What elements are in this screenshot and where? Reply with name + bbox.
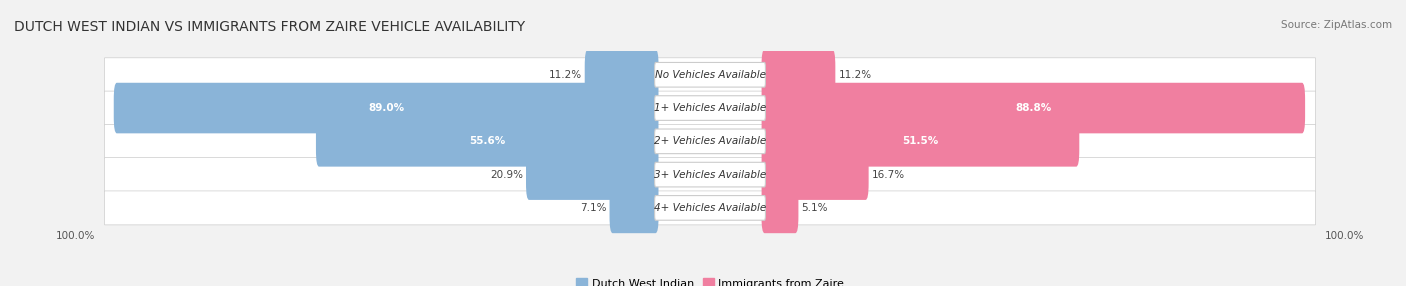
FancyBboxPatch shape	[762, 182, 799, 233]
Text: 89.0%: 89.0%	[368, 103, 404, 113]
FancyBboxPatch shape	[114, 83, 658, 133]
FancyBboxPatch shape	[104, 191, 1316, 225]
FancyBboxPatch shape	[655, 196, 765, 220]
FancyBboxPatch shape	[762, 49, 835, 100]
Text: 7.1%: 7.1%	[581, 203, 606, 213]
FancyBboxPatch shape	[316, 116, 658, 167]
FancyBboxPatch shape	[104, 158, 1316, 192]
Text: 100.0%: 100.0%	[56, 231, 96, 241]
FancyBboxPatch shape	[104, 124, 1316, 158]
FancyBboxPatch shape	[610, 182, 658, 233]
FancyBboxPatch shape	[655, 96, 765, 120]
Text: 2+ Vehicles Available: 2+ Vehicles Available	[654, 136, 766, 146]
FancyBboxPatch shape	[655, 62, 765, 87]
FancyBboxPatch shape	[526, 149, 658, 200]
FancyBboxPatch shape	[655, 129, 765, 154]
FancyBboxPatch shape	[585, 49, 658, 100]
FancyBboxPatch shape	[762, 149, 869, 200]
Text: DUTCH WEST INDIAN VS IMMIGRANTS FROM ZAIRE VEHICLE AVAILABILITY: DUTCH WEST INDIAN VS IMMIGRANTS FROM ZAI…	[14, 20, 526, 34]
Text: No Vehicles Available: No Vehicles Available	[655, 70, 765, 80]
FancyBboxPatch shape	[104, 91, 1316, 125]
Text: 11.2%: 11.2%	[548, 70, 582, 80]
Text: 55.6%: 55.6%	[470, 136, 505, 146]
Text: 16.7%: 16.7%	[872, 170, 905, 180]
Text: 100.0%: 100.0%	[1324, 231, 1364, 241]
Text: 51.5%: 51.5%	[903, 136, 939, 146]
Text: Source: ZipAtlas.com: Source: ZipAtlas.com	[1281, 20, 1392, 30]
Text: 1+ Vehicles Available: 1+ Vehicles Available	[654, 103, 766, 113]
Text: 5.1%: 5.1%	[801, 203, 828, 213]
Legend: Dutch West Indian, Immigrants from Zaire: Dutch West Indian, Immigrants from Zaire	[571, 274, 849, 286]
FancyBboxPatch shape	[104, 58, 1316, 92]
Text: 3+ Vehicles Available: 3+ Vehicles Available	[654, 170, 766, 180]
Text: 4+ Vehicles Available: 4+ Vehicles Available	[654, 203, 766, 213]
Text: 20.9%: 20.9%	[489, 170, 523, 180]
Text: 88.8%: 88.8%	[1015, 103, 1052, 113]
FancyBboxPatch shape	[762, 116, 1080, 167]
FancyBboxPatch shape	[762, 83, 1305, 133]
Text: 11.2%: 11.2%	[838, 70, 872, 80]
FancyBboxPatch shape	[655, 162, 765, 187]
